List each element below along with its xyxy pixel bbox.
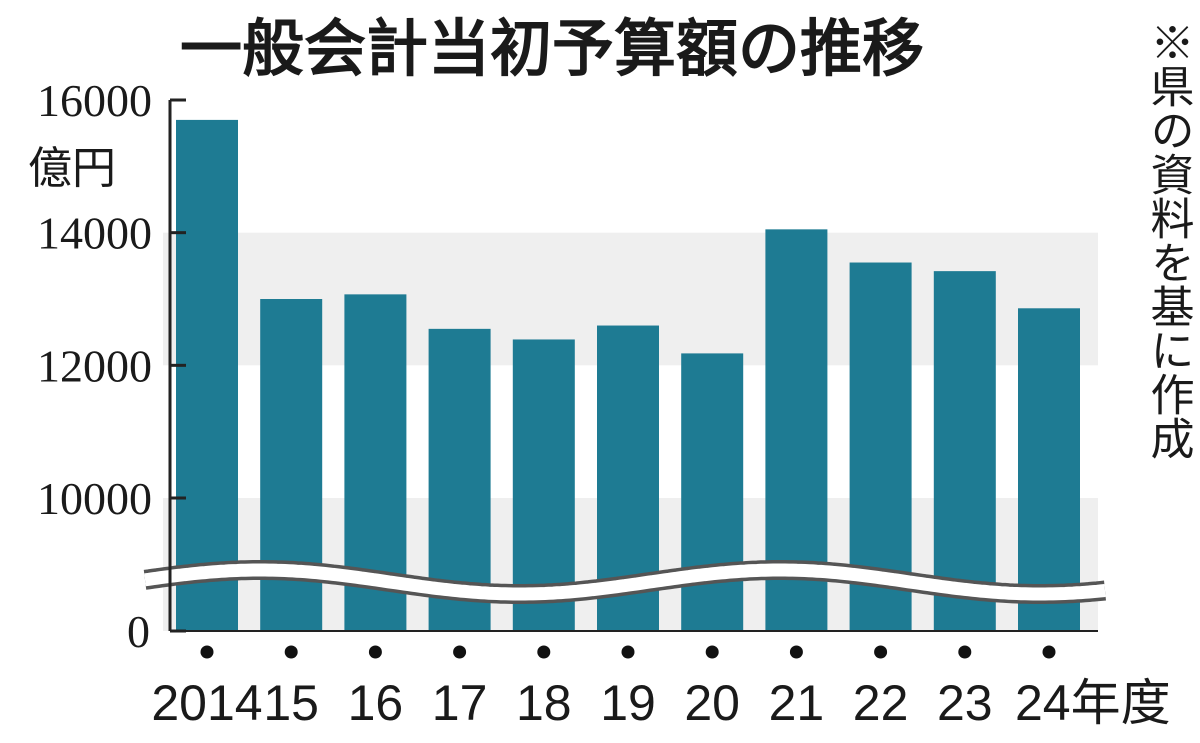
bar-23	[933, 271, 996, 631]
category-dot	[874, 645, 888, 659]
x-tick-label: 24年度	[1015, 675, 1171, 731]
bar-20	[681, 353, 744, 631]
category-dot	[621, 645, 635, 659]
x-tick-label: 16	[348, 675, 404, 731]
axis-break	[143, 560, 1106, 604]
x-tick-label: 22	[853, 675, 909, 731]
y-tick-label: 16000	[37, 75, 152, 126]
unit-label: 億円	[28, 143, 116, 194]
y-tick-label: 12000	[37, 340, 152, 391]
x-tick-label: 15	[263, 675, 319, 731]
y-tick-label: 14000	[37, 208, 152, 259]
bars	[176, 119, 1080, 632]
category-dot	[789, 645, 803, 659]
bar-24年度	[1018, 308, 1080, 631]
y-tick-labels: 16000 14000 12000 10000 0	[37, 75, 152, 657]
x-tick-label: 21	[769, 675, 825, 731]
x-tick-labels: 2014 15 16 17 18 19 20 21 22 23 24年度	[151, 675, 1170, 731]
x-tick-label: 18	[516, 675, 572, 731]
y-tick-label: 0	[127, 606, 150, 657]
category-dot	[368, 645, 382, 659]
x-tick-label: 20	[684, 675, 740, 731]
category-dot	[1042, 645, 1056, 659]
bar-2014	[176, 119, 238, 632]
break-gap	[144, 563, 1106, 601]
x-tick-label: 19	[600, 675, 656, 731]
source-note: ※県の資料を基に作成	[1143, 20, 1194, 460]
category-dot	[200, 645, 214, 659]
category-dot	[284, 645, 298, 659]
y-axis	[168, 98, 1098, 633]
category-dot	[537, 645, 551, 659]
category-dot	[705, 645, 719, 659]
category-dots	[200, 645, 1056, 659]
category-dot	[453, 645, 467, 659]
x-tick-label: 17	[432, 675, 488, 731]
y-tick-label: 10000	[37, 473, 152, 524]
x-tick-label: 2014	[151, 675, 262, 731]
chart-title: 一般会計当初予算額の推移	[180, 12, 924, 85]
category-dot	[958, 645, 972, 659]
x-tick-label: 23	[937, 675, 993, 731]
